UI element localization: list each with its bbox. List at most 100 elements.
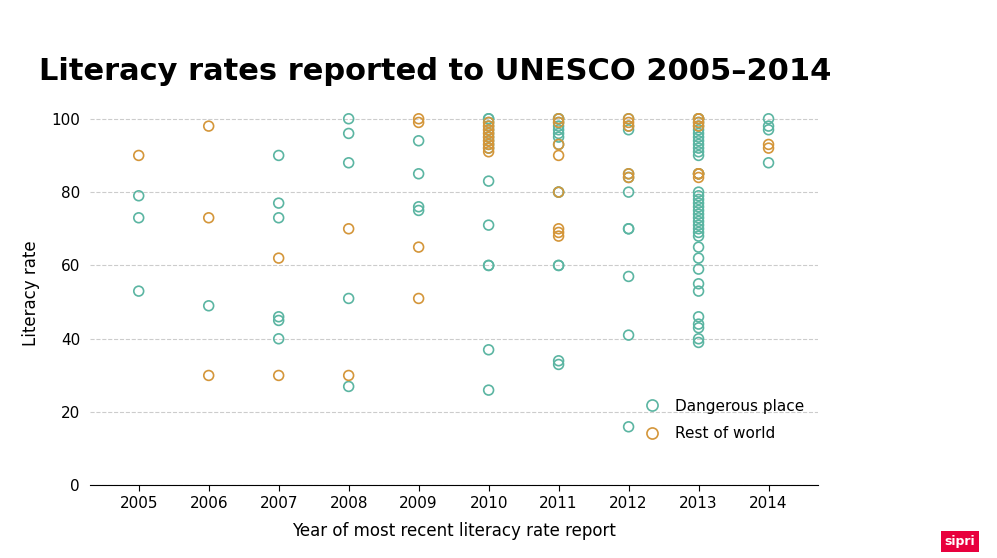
Point	[411, 243, 427, 252]
Point	[691, 232, 707, 240]
Point	[481, 122, 497, 131]
Point	[411, 169, 427, 178]
Point	[131, 213, 147, 222]
Point	[761, 126, 777, 134]
Point	[550, 114, 566, 123]
Point	[691, 206, 707, 215]
Point	[691, 114, 707, 123]
Point	[271, 334, 287, 343]
Text: sipri: sipri	[944, 535, 975, 548]
Point	[691, 287, 707, 296]
Point	[481, 140, 497, 149]
Point	[481, 143, 497, 152]
Point	[691, 224, 707, 233]
Point	[550, 261, 566, 270]
Point	[691, 280, 707, 288]
Point	[691, 195, 707, 204]
Point	[481, 118, 497, 127]
Point	[481, 114, 497, 123]
Point	[691, 334, 707, 343]
Point	[481, 126, 497, 134]
Point	[550, 140, 566, 149]
Point	[761, 158, 777, 167]
Point	[131, 287, 147, 296]
Point	[341, 114, 357, 123]
Point	[481, 133, 497, 142]
Point	[481, 261, 497, 270]
Point	[550, 357, 566, 365]
Point	[620, 114, 636, 123]
Point	[691, 169, 707, 178]
Point	[550, 126, 566, 134]
Point	[691, 254, 707, 263]
Point	[341, 371, 357, 380]
Point	[481, 345, 497, 354]
Point	[481, 122, 497, 131]
Point	[691, 169, 707, 178]
Point	[691, 220, 707, 229]
Point	[271, 371, 287, 380]
Point	[550, 114, 566, 123]
Point	[550, 224, 566, 233]
Point	[341, 224, 357, 233]
Point	[481, 261, 497, 270]
Point	[620, 224, 636, 233]
Point	[761, 114, 777, 123]
Point	[271, 312, 287, 321]
Point	[691, 136, 707, 145]
Point	[620, 118, 636, 127]
Point	[691, 118, 707, 127]
Point	[620, 169, 636, 178]
Point	[691, 187, 707, 196]
Point	[691, 114, 707, 123]
Point	[620, 126, 636, 134]
Point	[481, 220, 497, 229]
Point	[691, 169, 707, 178]
Point	[620, 331, 636, 340]
Point	[550, 261, 566, 270]
Point	[691, 129, 707, 138]
Point	[341, 382, 357, 391]
Point	[481, 114, 497, 123]
Point	[341, 129, 357, 138]
Point	[341, 294, 357, 303]
Point	[691, 199, 707, 208]
Point	[271, 151, 287, 160]
Point	[481, 129, 497, 138]
Point	[620, 173, 636, 182]
Point	[620, 114, 636, 123]
Point	[131, 151, 147, 160]
Point	[761, 140, 777, 149]
Point	[691, 203, 707, 211]
Legend: Dangerous place, Rest of world: Dangerous place, Rest of world	[630, 393, 810, 447]
Point	[691, 122, 707, 131]
Point	[620, 422, 636, 431]
Point	[691, 126, 707, 134]
Point	[620, 173, 636, 182]
Point	[481, 143, 497, 152]
Point	[550, 187, 566, 196]
Point	[271, 199, 287, 208]
Point	[131, 191, 147, 200]
Point	[411, 118, 427, 127]
Point	[411, 203, 427, 211]
Point	[620, 272, 636, 281]
Point	[691, 213, 707, 222]
Point	[550, 122, 566, 131]
Point	[550, 118, 566, 127]
Point	[550, 360, 566, 369]
Point	[200, 122, 216, 131]
Point	[550, 228, 566, 237]
Point	[550, 133, 566, 142]
Point	[200, 371, 216, 380]
Point	[411, 114, 427, 123]
Point	[481, 147, 497, 156]
Point	[691, 147, 707, 156]
Point	[691, 338, 707, 347]
Point	[691, 114, 707, 123]
Point	[550, 118, 566, 127]
Point	[691, 323, 707, 332]
Point	[691, 210, 707, 219]
Point	[550, 114, 566, 123]
Point	[691, 217, 707, 226]
